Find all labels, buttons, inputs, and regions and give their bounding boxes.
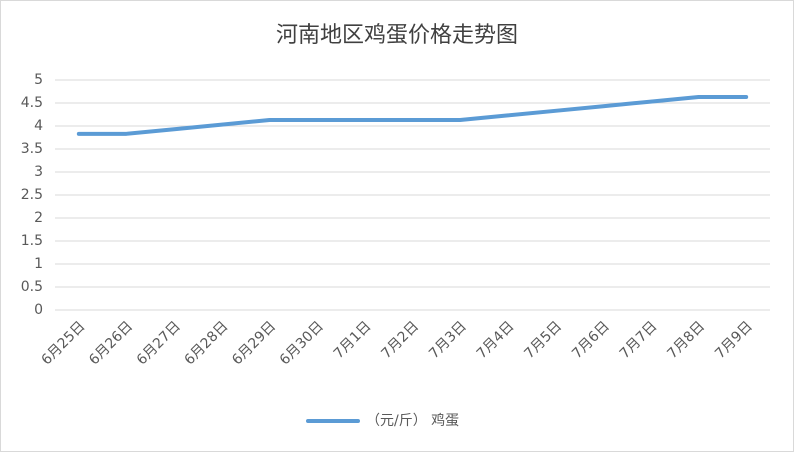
y-tick-label: 3.5: [21, 141, 43, 157]
legend-label: （元/斤） 鸡蛋: [366, 412, 459, 429]
y-tick-label: 5: [34, 72, 43, 88]
y-tick-label: 1.5: [21, 233, 43, 249]
y-tick-label: 4.5: [21, 95, 43, 111]
y-tick-label: 2: [34, 210, 43, 226]
y-tick-label: 2.5: [21, 187, 43, 203]
y-tick-label: 0: [34, 302, 43, 318]
y-tick-label: 1: [34, 256, 43, 272]
y-tick-label: 4: [34, 118, 43, 134]
chart-title: 河南地区鸡蛋价格走势图: [276, 23, 518, 48]
line: [76, 95, 749, 136]
y-tick-label: 3: [34, 164, 43, 180]
y-tick-label: 0.5: [21, 279, 43, 295]
